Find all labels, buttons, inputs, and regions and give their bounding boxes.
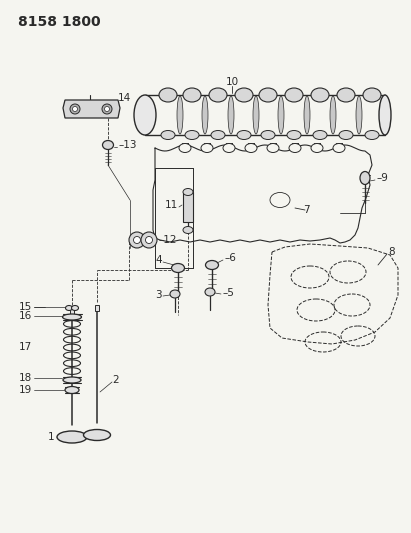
Ellipse shape [311, 88, 329, 102]
Ellipse shape [287, 131, 301, 140]
Ellipse shape [65, 305, 72, 311]
Text: 4: 4 [155, 255, 162, 265]
Ellipse shape [337, 88, 355, 102]
Bar [70, 308, 74, 314]
Polygon shape [63, 100, 120, 118]
Ellipse shape [57, 431, 87, 443]
Text: 3: 3 [155, 290, 162, 300]
Ellipse shape [206, 261, 219, 270]
Circle shape [134, 237, 141, 244]
Text: 17: 17 [19, 342, 32, 352]
Circle shape [104, 107, 109, 111]
Ellipse shape [183, 227, 193, 233]
Ellipse shape [360, 172, 370, 184]
Ellipse shape [245, 143, 257, 152]
Ellipse shape [363, 88, 381, 102]
Text: 11: 11 [165, 200, 178, 210]
Ellipse shape [333, 143, 345, 152]
Bar [95, 305, 99, 311]
Ellipse shape [211, 131, 225, 140]
Text: –5: –5 [222, 288, 234, 298]
Ellipse shape [356, 96, 362, 134]
Ellipse shape [202, 96, 208, 134]
Ellipse shape [177, 96, 183, 134]
Text: 19: 19 [19, 385, 32, 395]
Ellipse shape [235, 88, 253, 102]
Ellipse shape [102, 141, 113, 149]
Ellipse shape [285, 88, 303, 102]
Ellipse shape [253, 96, 259, 134]
Circle shape [145, 237, 152, 244]
Ellipse shape [365, 131, 379, 140]
Ellipse shape [313, 131, 327, 140]
Ellipse shape [205, 288, 215, 296]
Ellipse shape [330, 96, 336, 134]
Text: 1: 1 [47, 432, 54, 442]
Text: 10: 10 [226, 77, 238, 87]
Ellipse shape [237, 131, 251, 140]
Circle shape [72, 107, 78, 111]
Ellipse shape [201, 143, 213, 152]
Ellipse shape [185, 131, 199, 140]
Ellipse shape [259, 88, 277, 102]
Ellipse shape [228, 96, 234, 134]
Ellipse shape [179, 143, 191, 152]
Text: 15: 15 [19, 302, 32, 312]
Ellipse shape [183, 88, 201, 102]
Text: 16: 16 [19, 311, 32, 321]
Circle shape [102, 104, 112, 114]
Ellipse shape [209, 88, 227, 102]
Text: –9: –9 [376, 173, 388, 183]
Ellipse shape [339, 131, 353, 140]
Text: 8: 8 [388, 247, 395, 257]
Bar [183, 192, 193, 222]
Text: 14: 14 [118, 93, 131, 103]
Ellipse shape [379, 95, 391, 135]
Text: –12: –12 [158, 235, 176, 245]
Ellipse shape [267, 143, 279, 152]
Ellipse shape [65, 386, 79, 393]
Ellipse shape [311, 143, 323, 152]
Ellipse shape [278, 96, 284, 134]
Ellipse shape [62, 314, 81, 320]
Text: 7: 7 [303, 205, 309, 215]
Ellipse shape [289, 143, 301, 152]
Ellipse shape [63, 377, 81, 383]
Ellipse shape [223, 143, 235, 152]
Ellipse shape [161, 131, 175, 140]
Ellipse shape [270, 192, 290, 207]
Ellipse shape [134, 95, 156, 135]
Ellipse shape [159, 88, 177, 102]
Ellipse shape [261, 131, 275, 140]
Circle shape [129, 232, 145, 248]
Ellipse shape [72, 305, 79, 311]
Ellipse shape [183, 189, 193, 196]
Ellipse shape [83, 430, 111, 440]
Circle shape [141, 232, 157, 248]
Ellipse shape [170, 290, 180, 298]
Ellipse shape [171, 263, 185, 272]
Circle shape [70, 104, 80, 114]
Text: 8158 1800: 8158 1800 [18, 15, 101, 29]
Ellipse shape [304, 96, 310, 134]
Text: 18: 18 [19, 373, 32, 383]
Text: 2: 2 [112, 375, 119, 385]
Text: –13: –13 [118, 140, 136, 150]
Text: –6: –6 [224, 253, 236, 263]
